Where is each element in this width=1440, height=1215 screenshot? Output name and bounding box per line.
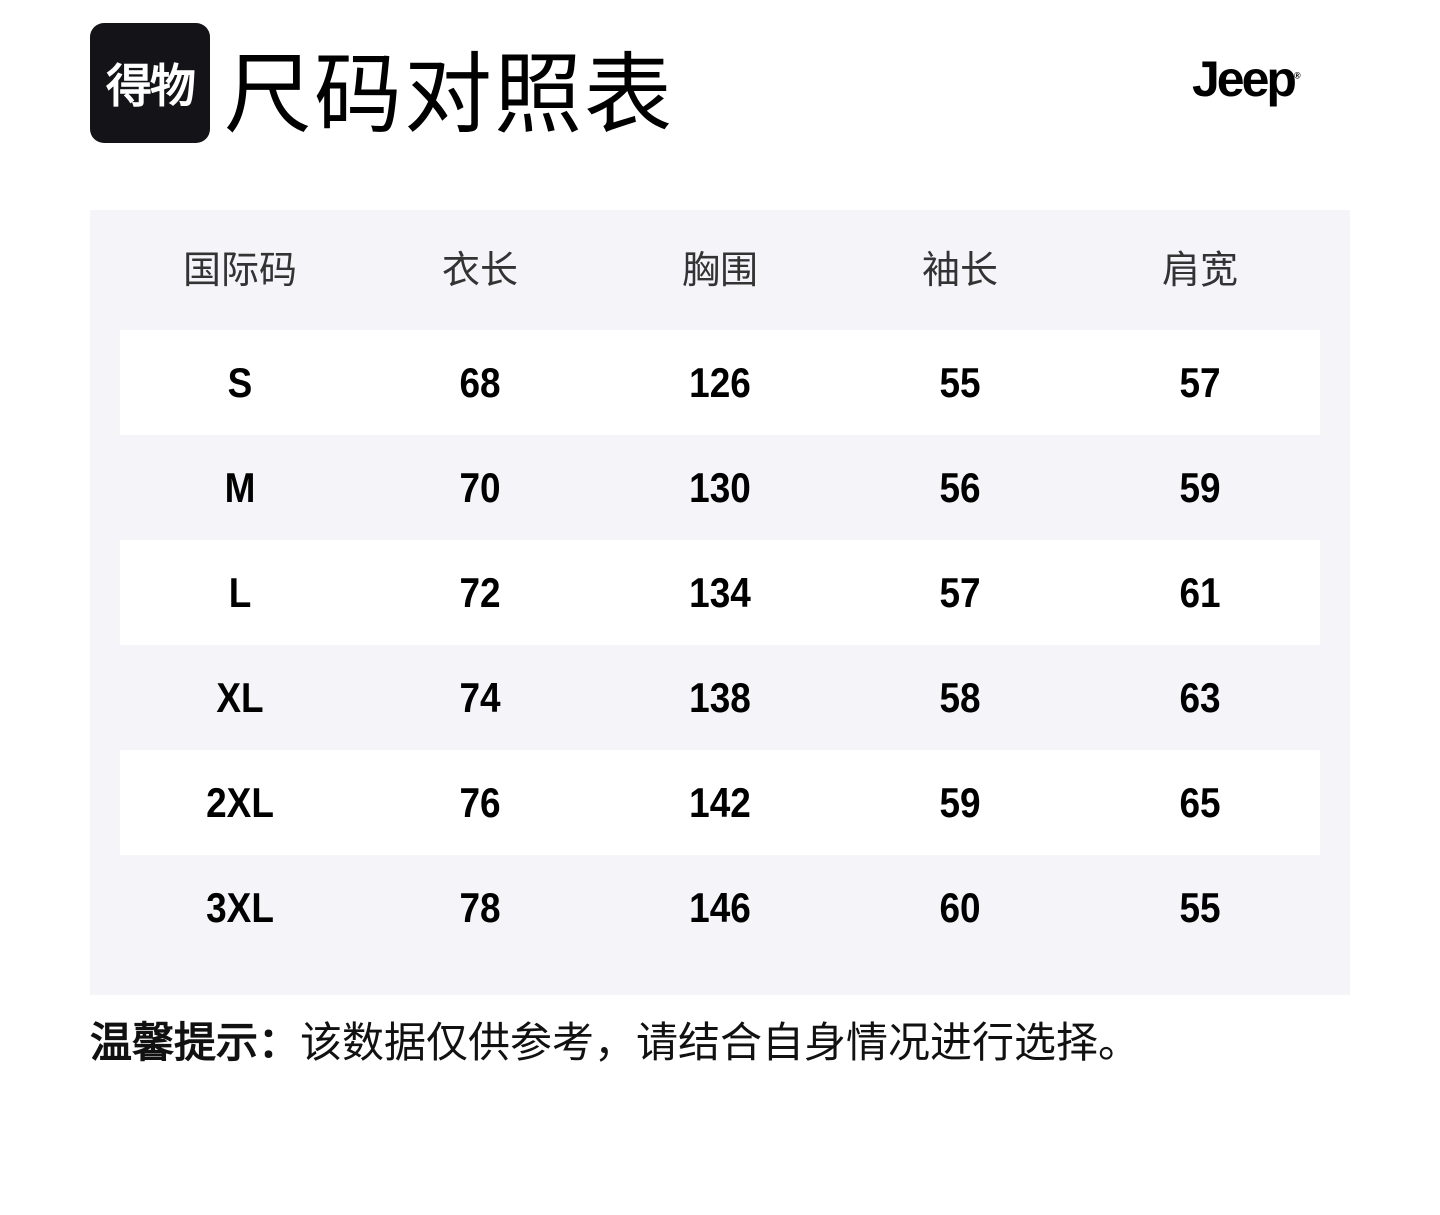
page-title: 尺码对照表 [224,43,675,146]
table-cell: 59 [1179,464,1221,511]
table-cell: 68 [459,359,501,406]
table-cell: 63 [1179,674,1221,721]
column-header: 肩宽 [1161,248,1238,292]
table-row: XL 74 138 58 63 [120,645,1320,750]
table-cell: 76 [459,779,501,826]
table-cell: 126 [689,359,751,406]
table-cell: 72 [459,569,501,616]
table-cell: 65 [1179,779,1221,826]
table-cell: 130 [689,464,751,511]
table-row: L 72 134 57 61 [120,540,1320,645]
column-header: 胸围 [681,248,758,292]
column-header: 衣长 [441,248,518,292]
table-cell: 57 [1179,359,1221,406]
table-cell: 138 [689,674,751,721]
table-cell: 59 [939,779,981,826]
table-row: 2XL 76 142 59 65 [120,750,1320,855]
column-header: 袖长 [921,248,998,292]
table-cell: 142 [689,779,751,826]
table-cell: 2XL [206,779,274,826]
table-cell: 60 [939,884,981,931]
table-cell: XL [216,674,264,721]
table-cell: 3XL [206,884,274,931]
tip-note: 温馨提示：该数据仅供参考，请结合自身情况进行选择。 [90,1012,1140,1074]
table-row: S 68 126 55 57 [120,330,1320,435]
table-cell: 61 [1179,569,1221,616]
table-cell: 55 [1179,884,1221,931]
table-cell: S [227,359,253,406]
tip-label: 温馨提示： [90,1018,301,1067]
size-table: 国际码 衣长 胸围 袖长 肩宽 S 68 126 55 57 M 70 130 56 59 L 72 1… [90,210,1350,995]
dewu-logo: 得物 [90,23,210,143]
table-cell: 57 [939,569,981,616]
column-header: 国际码 [182,248,297,292]
table-cell: 70 [459,464,501,511]
table-header: 国际码 衣长 胸围 袖长 肩宽 [120,210,1320,330]
table-row: M 70 130 56 59 [120,435,1320,540]
table-row: 3XL 78 146 60 55 [120,855,1320,960]
tip-text: 该数据仅供参考，请结合自身情况进行选择。 [300,1018,1141,1067]
table-cell: M [224,464,256,511]
table-cell: 78 [459,884,501,931]
table-cell: 146 [689,884,751,931]
table-cell: 55 [939,359,981,406]
jeep-logo: Jeep® [1192,51,1301,107]
table-cell: L [228,569,252,616]
table-cell: 74 [459,674,501,721]
table-cell: 58 [939,674,981,721]
table-cell: 134 [689,569,751,616]
table-cell: 56 [939,464,981,511]
